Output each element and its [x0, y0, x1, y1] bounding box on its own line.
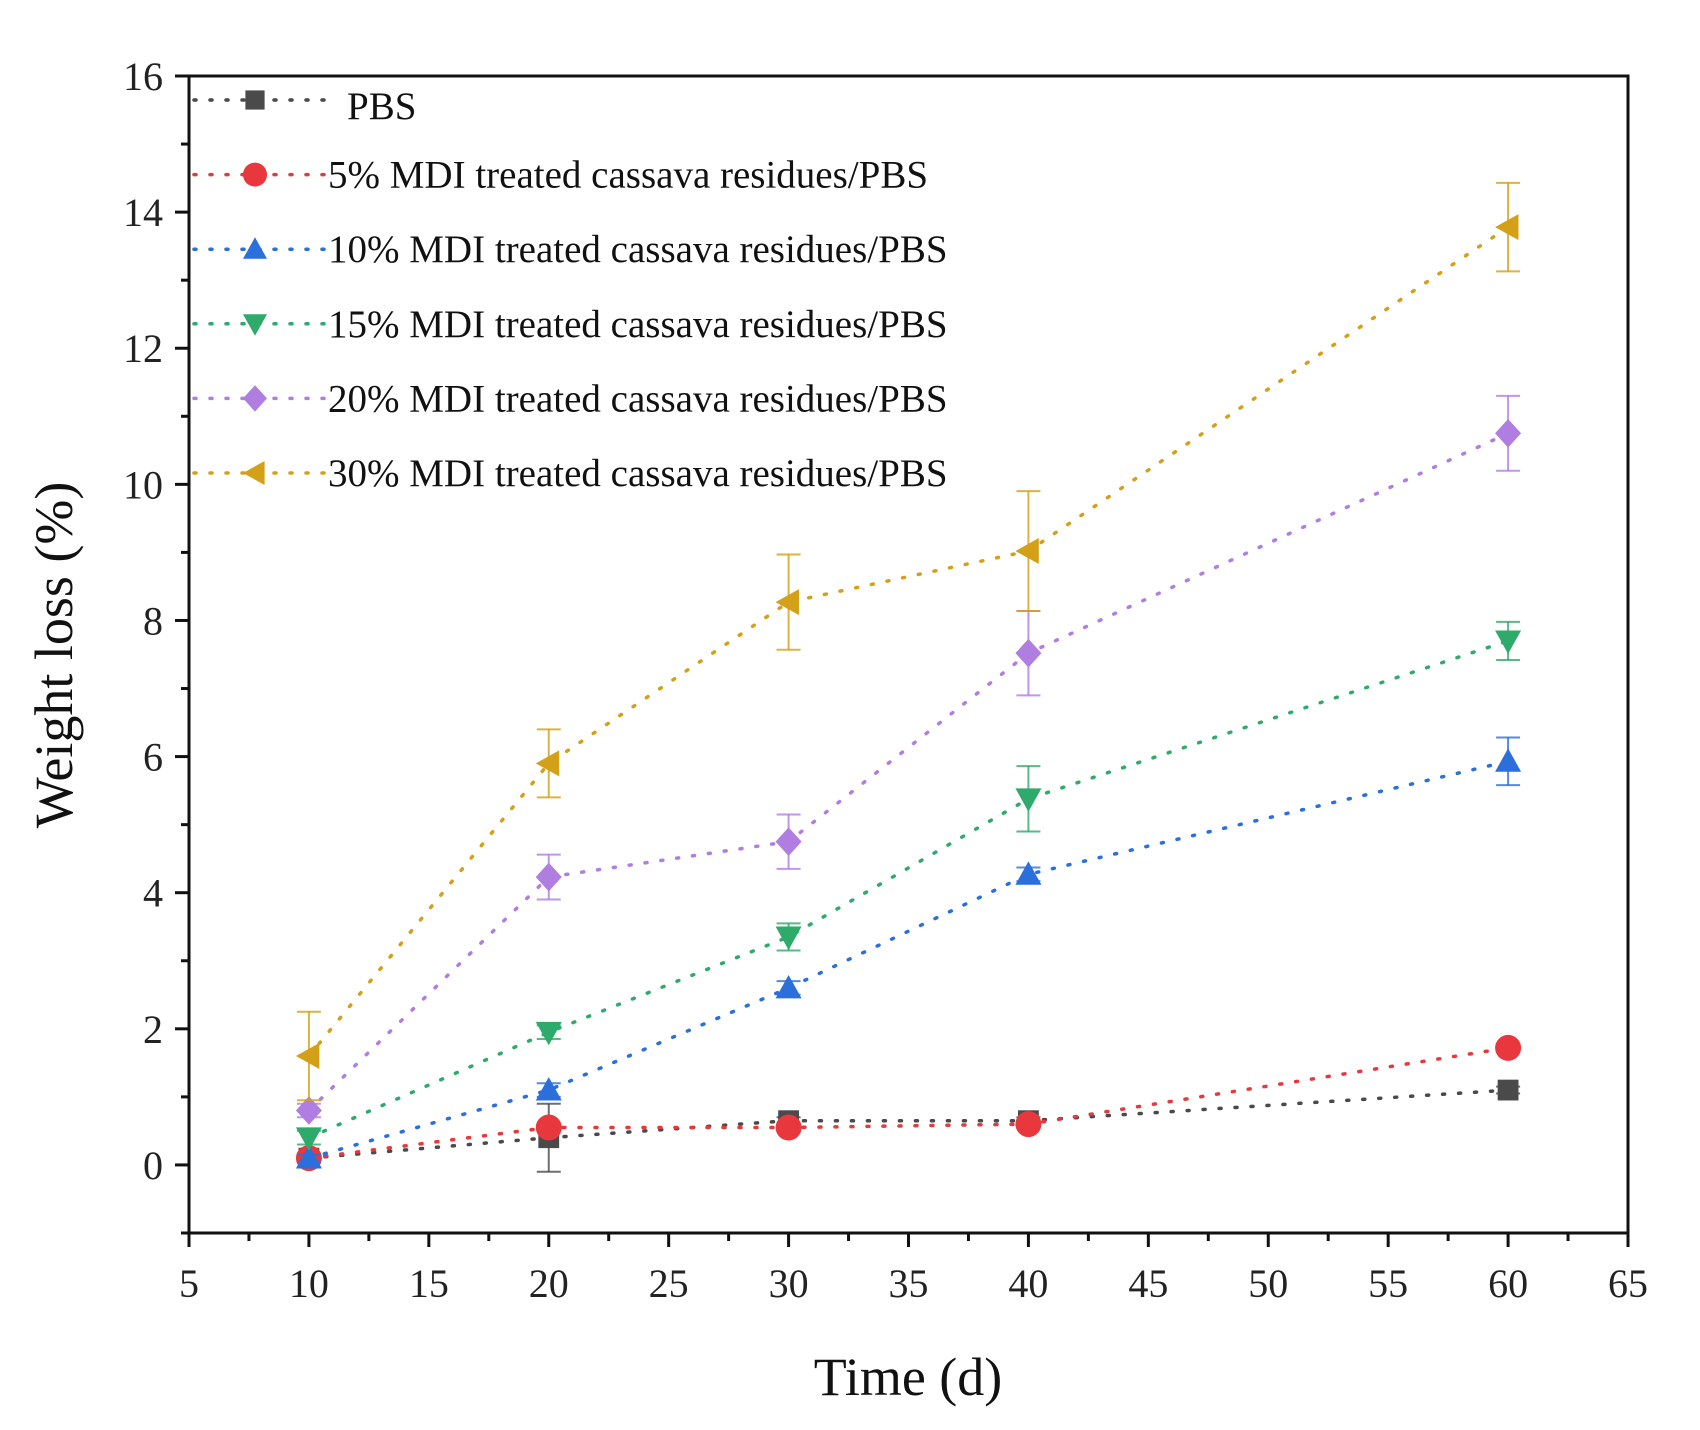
data-point: [535, 1114, 562, 1141]
x-tick-label: 35: [889, 1261, 929, 1306]
y-tick-label: 10: [123, 462, 163, 507]
series-line: [307, 225, 1510, 1058]
data-point: [535, 862, 562, 892]
x-tick-label: 15: [409, 1261, 449, 1306]
y-tick-label: 16: [123, 54, 163, 99]
legend-label: 30% MDI treated cassava residues/PBS: [328, 452, 948, 495]
y-tick-label: 12: [123, 326, 163, 371]
data-point: [1015, 538, 1039, 565]
legend-marker: [243, 461, 265, 485]
legend-label: 15% MDI treated cassava residues/PBS: [328, 303, 948, 346]
x-tick-label: 25: [649, 1261, 689, 1306]
y-tick-label: 0: [143, 1143, 163, 1188]
legend-label: 20% MDI treated cassava residues/PBS: [328, 377, 948, 420]
data-point: [775, 974, 802, 999]
data-point: [295, 1043, 320, 1070]
x-tick-label: 60: [1488, 1261, 1528, 1306]
data-point: [535, 750, 560, 777]
data-point: [1495, 630, 1522, 654]
y-axis-title: Weight loss (%): [24, 482, 84, 829]
x-tick-label: 20: [529, 1261, 569, 1306]
series-line: [307, 759, 1510, 1160]
data-point: [295, 1096, 322, 1125]
x-tick-label: 65: [1608, 1261, 1648, 1306]
legend-label: PBS: [347, 85, 416, 128]
data-point: [1495, 1034, 1522, 1061]
data-point: [1495, 748, 1522, 772]
x-tick-label: 45: [1128, 1261, 1168, 1306]
data-point: [1495, 214, 1519, 241]
x-tick-label: 50: [1248, 1261, 1288, 1306]
y-tick-label: 14: [123, 190, 163, 235]
legend-marker: [243, 385, 267, 412]
legend-label: 5% MDI treated cassava residues/PBS: [328, 154, 928, 197]
x-axis: 5 10 15 20 25 30 35 40 45 50 55 60 65: [179, 1233, 1648, 1306]
legend: PBS 5% MDI treated cassava residues/PBS 10…: [192, 85, 948, 495]
data-point: [1495, 419, 1522, 448]
series-line: [307, 1046, 1510, 1160]
data-point: [1015, 861, 1042, 885]
series-line: [307, 1088, 1510, 1160]
data-point: [1015, 788, 1042, 812]
data-point: [775, 926, 802, 950]
data-point: [535, 1077, 562, 1101]
x-tick-label: 5: [179, 1261, 199, 1306]
x-tick-label: 40: [1008, 1261, 1048, 1306]
legend-label: 10% MDI treated cassava residues/PBS: [328, 228, 948, 271]
data-point: [775, 827, 802, 856]
legend-marker: [243, 237, 267, 259]
x-axis-title: Time (d): [814, 1347, 1003, 1407]
legend-marker: [245, 90, 265, 110]
series-line: [307, 431, 1510, 1113]
data-point: [1015, 638, 1042, 668]
y-tick-label: 4: [143, 871, 163, 916]
data-point: [775, 589, 799, 616]
y-tick-label: 6: [143, 735, 163, 780]
y-tick-label: 2: [143, 1007, 163, 1052]
series-line: [307, 639, 1510, 1140]
legend-marker: [243, 314, 267, 336]
data-point: [295, 1127, 322, 1151]
plot-marks: [295, 181, 1522, 1173]
x-tick-label: 30: [769, 1261, 809, 1306]
data-point: [535, 1021, 562, 1046]
y-tick-label: 8: [143, 598, 163, 643]
data-point: [1497, 1079, 1519, 1101]
x-tick-label: 10: [289, 1261, 329, 1306]
x-tick-label: 55: [1368, 1261, 1408, 1306]
legend-marker: [243, 162, 267, 187]
data-point: [295, 1145, 322, 1169]
data-point: [775, 1114, 802, 1141]
y-axis: 0 2 4 6 8 10 12 14 16: [123, 54, 189, 1235]
data-point: [1015, 1111, 1042, 1138]
